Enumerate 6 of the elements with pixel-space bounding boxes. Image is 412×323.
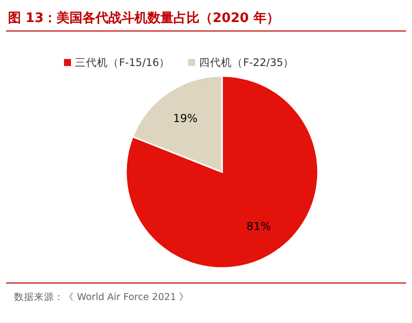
chart-title: 图 13：美国各代战斗机数量占比（2020 年） bbox=[8, 10, 280, 26]
data-label: 81% bbox=[246, 220, 271, 233]
legend-label: 三代机（F-15/16） bbox=[75, 57, 170, 69]
data-label: 19% bbox=[173, 112, 198, 126]
legend-label: 四代机（F-22/35） bbox=[199, 57, 294, 69]
source-note: 数据来源：《 World Air Force 2021 》 bbox=[14, 291, 190, 303]
